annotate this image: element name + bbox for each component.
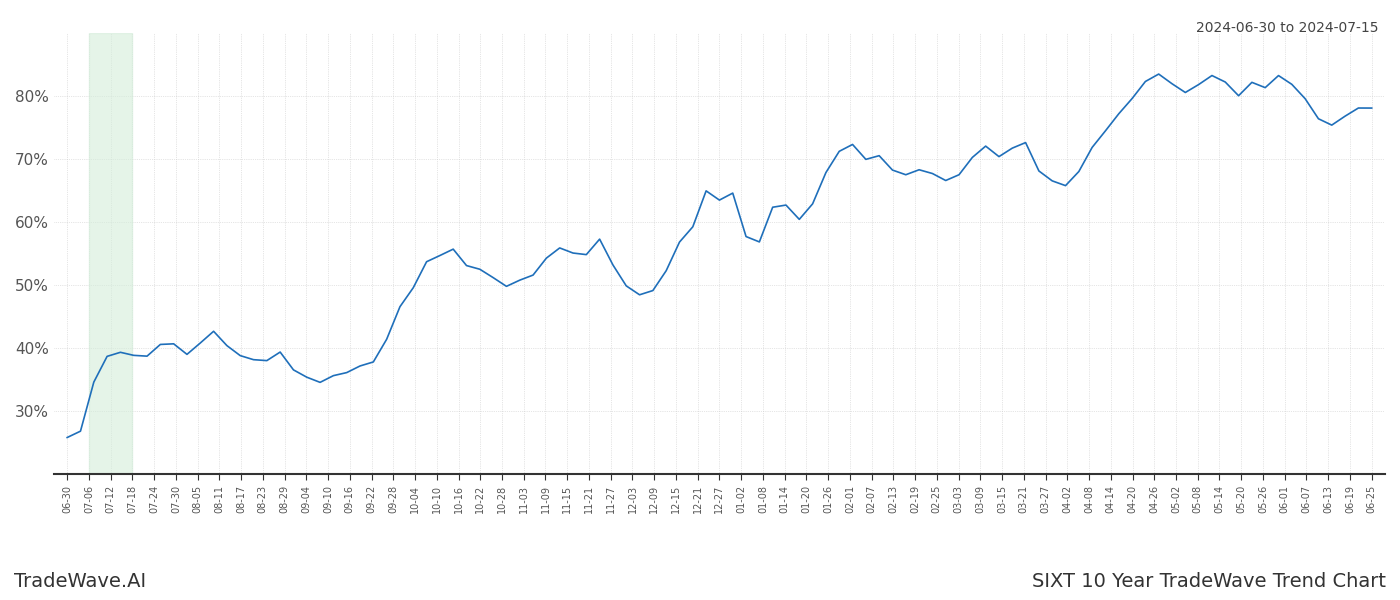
Bar (90, 33, 133, 474)
Text: 2024-06-30 to 2024-07-15: 2024-06-30 to 2024-07-15 (1197, 21, 1379, 35)
Text: TradeWave.AI: TradeWave.AI (14, 572, 146, 591)
Text: SIXT 10 Year TradeWave Trend Chart: SIXT 10 Year TradeWave Trend Chart (1032, 572, 1386, 591)
